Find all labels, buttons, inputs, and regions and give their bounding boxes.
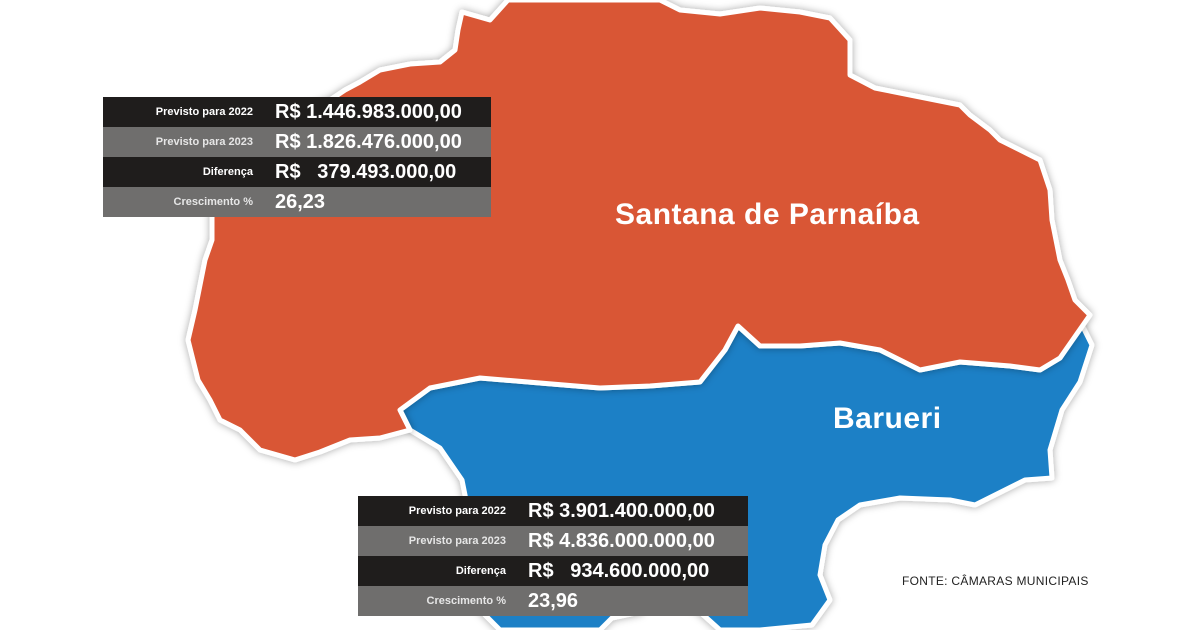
- row-value: 23,96: [518, 586, 748, 616]
- row-label: Previsto para 2022: [103, 97, 265, 127]
- row-value: R$ 379.493.000,00: [265, 157, 491, 187]
- santana-budget-table: Previsto para 2022 R$ 1.446.983.000,00 P…: [103, 97, 491, 217]
- region-label-santana: Santana de Parnaíba: [615, 198, 920, 231]
- region-label-barueri: Barueri: [833, 402, 942, 435]
- table-row: Previsto para 2023 R$ 4.836.000.000,00: [358, 526, 748, 556]
- row-value: R$ 1.446.983.000,00: [265, 97, 491, 127]
- row-label: Crescimento %: [358, 586, 518, 616]
- row-label: Diferença: [103, 157, 265, 187]
- table-row: Diferença R$ 934.600.000,00: [358, 556, 748, 586]
- row-value: R$ 4.836.000.000,00: [518, 526, 748, 556]
- row-label: Previsto para 2022: [358, 496, 518, 526]
- row-value: R$ 3.901.400.000,00: [518, 496, 748, 526]
- table-row: Diferença R$ 379.493.000,00: [103, 157, 491, 187]
- table-row: Previsto para 2022 R$ 3.901.400.000,00: [358, 496, 748, 526]
- table-row: Previsto para 2023 R$ 1.826.476.000,00: [103, 127, 491, 157]
- table-row: Crescimento % 26,23: [103, 187, 491, 217]
- table-row: Previsto para 2022 R$ 1.446.983.000,00: [103, 97, 491, 127]
- row-label: Previsto para 2023: [358, 526, 518, 556]
- barueri-budget-table: Previsto para 2022 R$ 3.901.400.000,00 P…: [358, 496, 748, 616]
- source-caption: FONTE: CÂMARAS MUNICIPAIS: [902, 574, 1089, 588]
- row-value: 26,23: [265, 187, 491, 217]
- row-value: R$ 1.826.476.000,00: [265, 127, 491, 157]
- table-row: Crescimento % 23,96: [358, 586, 748, 616]
- row-label: Crescimento %: [103, 187, 265, 217]
- row-value: R$ 934.600.000,00: [518, 556, 748, 586]
- row-label: Previsto para 2023: [103, 127, 265, 157]
- row-label: Diferença: [358, 556, 518, 586]
